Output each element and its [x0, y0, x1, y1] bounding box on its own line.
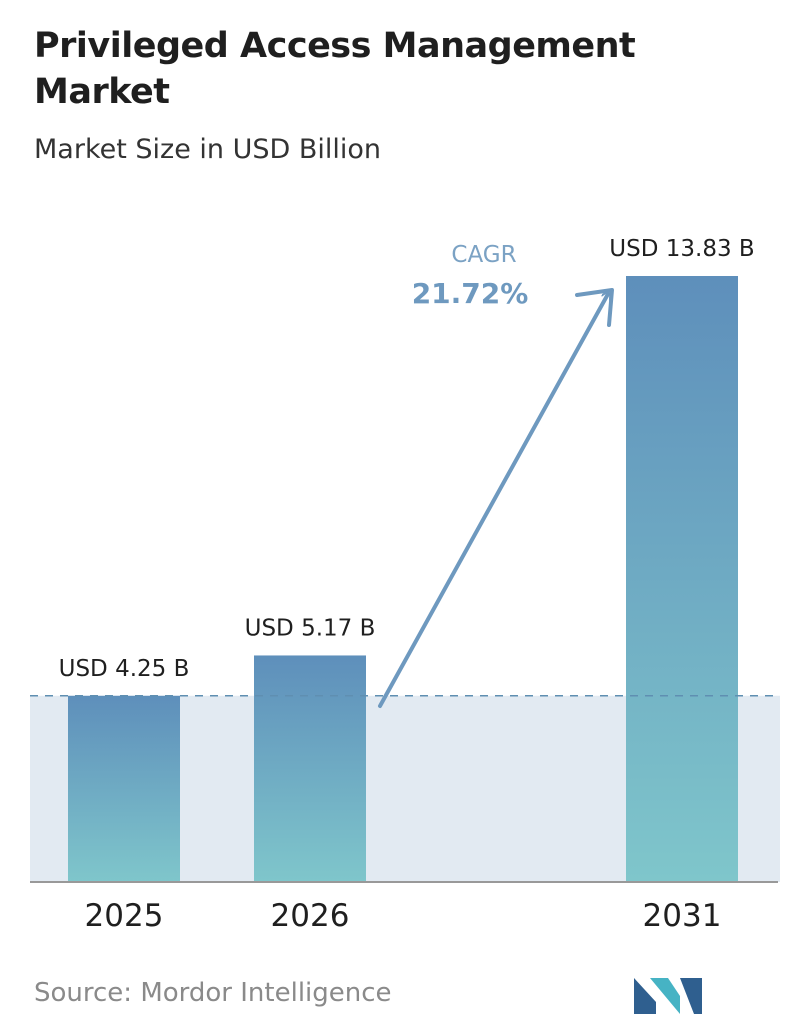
bar-2031 [626, 276, 738, 882]
mordor-intelligence-logo-icon [634, 978, 702, 1014]
bar-2026 [254, 655, 366, 882]
source-note: Source: Mordor Intelligence [34, 978, 392, 1008]
bar-chart: USD 4.25 B 2025 USD 5.17 B 2026 USD 13.83 B 2… [30, 236, 780, 934]
cagr-arrow-head-icon [575, 288, 614, 327]
logo-shape-right [680, 978, 702, 1014]
bar-2025 [68, 695, 180, 882]
value-label-2025: USD 4.25 B [59, 656, 190, 682]
logo-shape-middle [650, 978, 680, 1014]
cagr-arrow [378, 294, 608, 708]
logo-shape-left [634, 978, 656, 1014]
cagr-value: 21.72% [412, 277, 529, 310]
category-label-2025: 2025 [85, 898, 164, 934]
page-subtitle: Market Size in USD Billion [34, 134, 382, 165]
category-label-2026: 2026 [271, 898, 350, 934]
value-label-2031: USD 13.83 B [609, 236, 754, 262]
category-label-2031: 2031 [643, 898, 722, 934]
value-label-2026: USD 5.17 B [245, 615, 376, 641]
cagr-label: CAGR [451, 242, 516, 268]
page-title: Privileged Access Management Market [34, 26, 636, 112]
